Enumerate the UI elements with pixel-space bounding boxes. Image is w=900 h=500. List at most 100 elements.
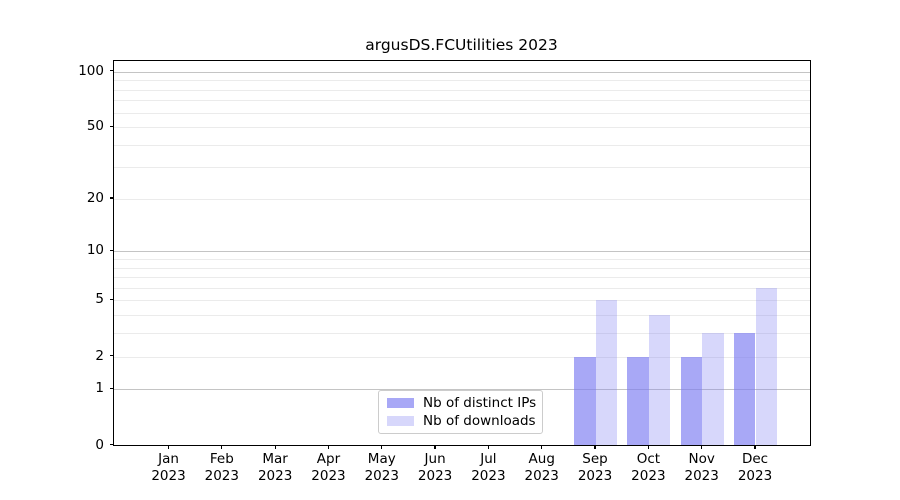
gridline-minor: [114, 315, 810, 317]
bar-sep-ips: [574, 356, 596, 446]
y-tick-mark: [109, 443, 114, 446]
y-tick-label: 5: [95, 291, 104, 308]
y-tick-label: 100: [78, 62, 104, 79]
gridline-minor: [114, 259, 810, 261]
x-tick-label-line: Oct: [636, 451, 661, 467]
x-tick-label-line: Apr: [316, 451, 341, 467]
x-tick-label-line: Jan: [158, 451, 179, 467]
x-tick-label-line: Dec: [741, 451, 769, 467]
x-tick-label-line: 2023: [684, 467, 719, 484]
y-tick-mark: [109, 125, 114, 127]
x-tick-mark: [594, 445, 596, 449]
x-tick-label: Oct 2023: [608, 451, 688, 484]
gridline-minor: [114, 300, 810, 302]
bar-oct-ips: [627, 356, 649, 446]
x-tick-label: Nov 2023: [662, 451, 742, 484]
y-tick-label: 10: [86, 242, 104, 259]
bar-oct-downloads: [648, 315, 671, 446]
x-tick-label-line: 2023: [204, 467, 239, 484]
y-tick-mark: [109, 197, 114, 199]
bar-nov-ips: [680, 356, 703, 446]
x-tick-label-line: 2023: [417, 467, 453, 484]
gridline-minor: [114, 80, 810, 82]
x-tick-label: Aug 2023: [502, 451, 582, 484]
x-tick-label-line: May: [367, 451, 396, 467]
x-tick-label-line: 2023: [524, 467, 559, 484]
x-tick-label: Sep 2023: [555, 451, 635, 484]
bar-sep-downloads: [595, 300, 617, 446]
x-tick-label: Apr 2023: [288, 451, 368, 484]
legend-swatch-distinct-ips: [387, 398, 414, 408]
x-tick-mark: [167, 445, 170, 449]
y-tick-mark: [109, 298, 114, 301]
x-tick-label-line: 2023: [737, 467, 773, 484]
x-tick-label-line: 2023: [151, 467, 186, 484]
chart-title: argusDS.FCUtilities 2023: [365, 36, 558, 54]
x-tick-label-line: 2023: [577, 467, 613, 484]
x-tick-label-line: Jul: [480, 451, 497, 467]
x-tick-mark: [274, 445, 276, 449]
legend-label-distinct-ips: Nb of distinct IPs: [423, 394, 537, 411]
gridline-minor: [114, 287, 810, 289]
y-tick-label: 1: [95, 380, 104, 397]
legend-entry-distinct-ips: Nb of distinct IPs: [387, 394, 537, 411]
x-tick-mark: [221, 445, 223, 449]
y-tick-mark: [109, 354, 114, 357]
x-tick-label-line: Nov: [688, 451, 715, 467]
gridline-minor: [114, 333, 810, 335]
x-tick-mark: [381, 445, 383, 449]
x-tick-label: Jul 2023: [448, 451, 528, 484]
x-tick-label-line: Feb: [209, 451, 234, 467]
x-tick-mark: [541, 445, 543, 449]
gridline-minor: [114, 89, 810, 91]
gridline-minor: [114, 356, 810, 358]
x-tick-label: Jan 2023: [129, 451, 209, 484]
legend-swatch-downloads: [387, 416, 414, 426]
gridline-major: [114, 251, 810, 253]
x-tick-label-line: Sep: [582, 451, 608, 467]
gridline-minor: [114, 112, 810, 114]
plot-area: [113, 60, 811, 446]
y-tick-mark: [109, 249, 114, 251]
gridline-minor: [114, 127, 810, 129]
y-tick-mark: [109, 387, 114, 389]
gridline-major: [114, 389, 810, 391]
x-tick-mark: [327, 445, 330, 449]
x-tick-label-line: 2023: [257, 467, 293, 484]
bar-nov-downloads: [702, 333, 724, 446]
y-tick-label: 0: [95, 436, 104, 453]
x-tick-mark: [701, 445, 703, 449]
y-tick-label: 20: [86, 190, 104, 207]
x-tick-label-line: Mar: [262, 451, 288, 467]
y-tick-label: 50: [86, 118, 104, 135]
y-tick-label: 2: [95, 347, 104, 364]
x-tick-label: Feb 2023: [182, 451, 262, 484]
gridline-minor: [114, 267, 810, 269]
legend-entry-downloads: Nb of downloads: [387, 412, 536, 429]
x-tick-label-line: 2023: [311, 467, 346, 484]
x-tick-label-line: Jun: [424, 451, 446, 467]
gridline-minor: [114, 100, 810, 102]
x-tick-mark: [647, 445, 649, 449]
gridline-minor: [114, 167, 810, 169]
gridline-major: [114, 71, 810, 73]
legend: Nb of distinct IPs Nb of downloads: [378, 390, 543, 434]
gridline-minor: [114, 277, 810, 279]
x-tick-mark: [487, 445, 489, 449]
y-tick-mark: [109, 70, 114, 72]
x-tick-label-line: 2023: [364, 467, 399, 484]
x-tick-label: May 2023: [342, 451, 422, 484]
x-tick-label-line: Aug: [528, 451, 555, 467]
gridline-minor: [114, 199, 810, 201]
bar-dec-downloads: [755, 287, 777, 446]
x-tick-mark: [434, 445, 436, 449]
x-tick-label-line: 2023: [631, 467, 666, 484]
x-tick-label: Jun 2023: [395, 451, 475, 484]
legend-label-downloads: Nb of downloads: [423, 412, 536, 429]
gridline-minor: [114, 144, 810, 146]
x-tick-mark: [754, 445, 756, 449]
x-tick-label: Mar 2023: [235, 451, 315, 484]
x-tick-label: Dec 2023: [715, 451, 795, 484]
x-tick-label-line: 2023: [471, 467, 506, 484]
